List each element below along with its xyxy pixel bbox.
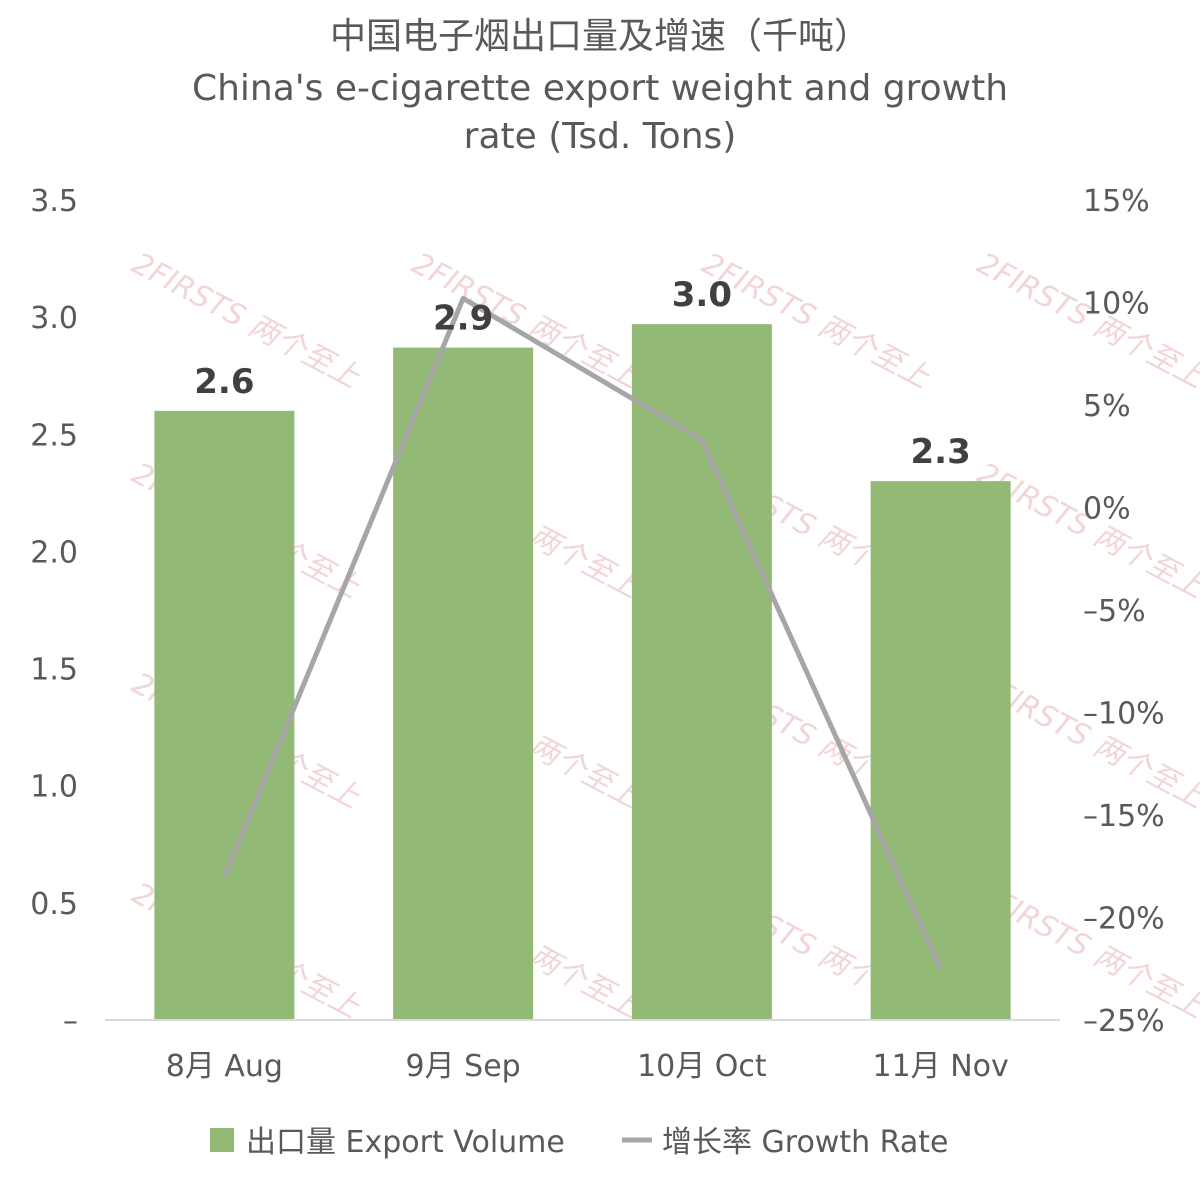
y-right-tick-label: 5% [1083, 389, 1131, 424]
x-tick-label: 8月 Aug [166, 1049, 283, 1084]
y-left-tick-label: 0.5 [30, 887, 78, 922]
y-right-tick-label: 15% [1083, 184, 1150, 219]
y-left-tick-label: 2.0 [30, 535, 78, 570]
legend-label-export-volume: 出口量 Export Volume [246, 1125, 565, 1160]
data-label-export-volume: 2.9 [433, 299, 493, 339]
y-left-tick-label: 2.5 [30, 418, 78, 453]
bar-export-volume [393, 347, 534, 1021]
y-left-tick-label: – [63, 1004, 78, 1039]
y-right-tick-label: –15% [1083, 799, 1165, 834]
bar-export-volume [154, 410, 295, 1020]
y-right-tick-label: –25% [1083, 1004, 1165, 1039]
y-right-tick-label: 10% [1083, 287, 1150, 322]
y-left-tick-label: 1.0 [30, 770, 78, 805]
data-label-export-volume: 2.6 [194, 362, 254, 402]
chart-subtitle-line-2: rate (Tsd. Tons) [464, 116, 737, 157]
chart-title: 中国电子烟出口量及增速（千吨） [330, 16, 870, 57]
y-right-tick-label: –20% [1083, 902, 1165, 937]
plot-area: 2FIRSTS 两个至上 2FIRSTS 两个至上 2FIRSTS 两个至上 2FIR… [30, 184, 1200, 1084]
data-label-export-volume: 2.3 [911, 432, 971, 472]
y-left-tick-label: 1.5 [30, 653, 78, 688]
bar-export-volume [870, 481, 1011, 1021]
x-tick-label: 10月 Oct [637, 1049, 767, 1084]
legend-swatch-export-volume [210, 1128, 234, 1152]
y-right-tick-label: –5% [1083, 594, 1146, 629]
y-right-tick-label: –10% [1083, 697, 1165, 732]
y-left-tick-label: 3.5 [30, 184, 78, 219]
x-tick-label: 11月 Nov [872, 1049, 1008, 1084]
data-label-export-volume: 3.0 [672, 275, 732, 315]
chart-subtitle-line-1: China's e-cigarette export weight and gr… [192, 68, 1008, 109]
legend: 出口量 Export Volume 增长率 Growth Rate [210, 1125, 948, 1160]
legend-label-growth-rate: 增长率 Growth Rate [662, 1125, 948, 1160]
y-right-tick-label: 0% [1083, 492, 1131, 527]
bar-export-volume [631, 324, 772, 1021]
chart-title-group: 中国电子烟出口量及增速（千吨） China's e-cigarette expo… [192, 16, 1008, 157]
line-growth-rate [222, 295, 943, 970]
x-tick-label: 9月 Sep [406, 1049, 521, 1084]
y-left-tick-label: 3.0 [30, 301, 78, 336]
